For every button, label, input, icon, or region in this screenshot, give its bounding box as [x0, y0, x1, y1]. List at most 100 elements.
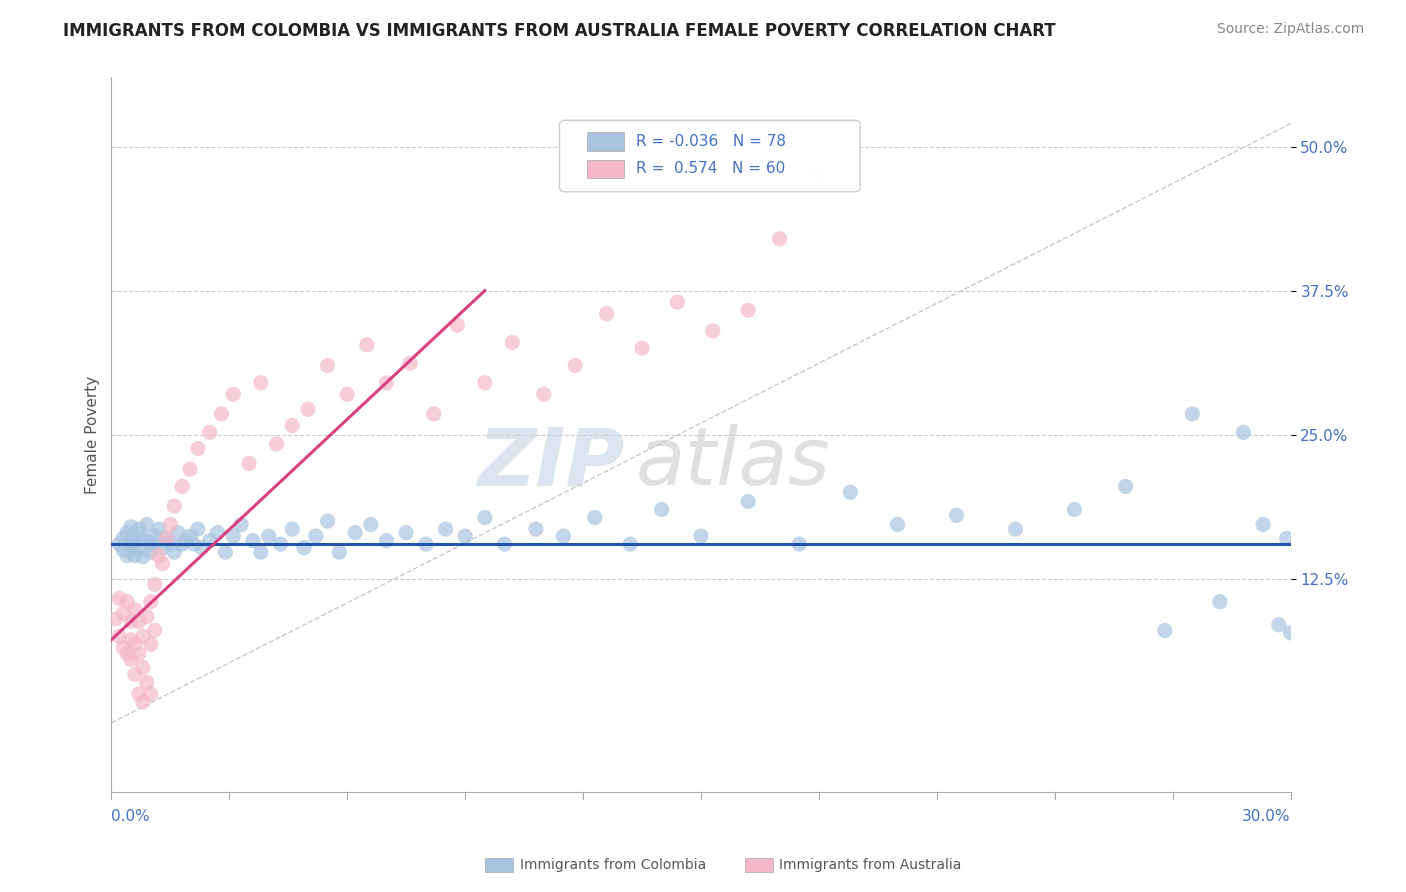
- Point: [167, 525, 190, 540]
- Point: [159, 537, 181, 551]
- Point: [494, 537, 516, 551]
- Point: [1279, 625, 1302, 640]
- Point: [152, 557, 174, 571]
- Text: IMMIGRANTS FROM COLOMBIA VS IMMIGRANTS FROM AUSTRALIA FEMALE POVERTY CORRELATION: IMMIGRANTS FROM COLOMBIA VS IMMIGRANTS F…: [63, 22, 1056, 40]
- FancyBboxPatch shape: [586, 160, 624, 178]
- Point: [595, 307, 617, 321]
- Point: [1115, 479, 1137, 493]
- Text: Source: ZipAtlas.com: Source: ZipAtlas.com: [1216, 22, 1364, 37]
- Point: [249, 545, 271, 559]
- Point: [172, 479, 194, 493]
- Point: [135, 675, 157, 690]
- Point: [148, 549, 170, 563]
- Point: [787, 537, 810, 551]
- Point: [553, 529, 575, 543]
- Point: [564, 359, 586, 373]
- Point: [132, 549, 155, 564]
- Y-axis label: Female Poverty: Female Poverty: [86, 376, 100, 494]
- Point: [191, 541, 214, 555]
- Point: [115, 647, 138, 661]
- Point: [214, 545, 236, 559]
- Point: [737, 303, 759, 318]
- Point: [328, 545, 350, 559]
- Point: [583, 510, 606, 524]
- Point: [269, 537, 291, 551]
- Point: [839, 485, 862, 500]
- Point: [292, 541, 315, 555]
- Point: [666, 295, 689, 310]
- Point: [128, 541, 150, 555]
- Point: [143, 577, 166, 591]
- Point: [651, 502, 673, 516]
- Point: [422, 407, 444, 421]
- Point: [242, 533, 264, 548]
- Point: [183, 537, 205, 551]
- Point: [1153, 624, 1175, 638]
- Point: [297, 402, 319, 417]
- Point: [434, 522, 457, 536]
- Point: [159, 517, 181, 532]
- Point: [139, 595, 162, 609]
- Point: [139, 687, 162, 701]
- Point: [132, 660, 155, 674]
- Point: [120, 545, 142, 559]
- Point: [112, 607, 135, 621]
- Text: R =  0.574   N = 60: R = 0.574 N = 60: [636, 161, 786, 176]
- Point: [399, 356, 422, 370]
- Point: [211, 407, 233, 421]
- Point: [619, 537, 641, 551]
- Point: [222, 529, 245, 543]
- Text: 0.0%: 0.0%: [111, 809, 150, 824]
- Point: [474, 510, 496, 524]
- Point: [128, 615, 150, 629]
- Point: [115, 595, 138, 609]
- Point: [115, 525, 138, 540]
- Point: [124, 529, 146, 543]
- Point: [135, 609, 157, 624]
- Point: [120, 615, 142, 629]
- Point: [631, 341, 654, 355]
- Point: [120, 520, 142, 534]
- Point: [207, 525, 229, 540]
- Point: [124, 549, 146, 563]
- FancyBboxPatch shape: [560, 120, 860, 192]
- Point: [1004, 522, 1026, 536]
- Text: 30.0%: 30.0%: [1241, 809, 1291, 824]
- Point: [120, 652, 142, 666]
- Point: [375, 376, 398, 390]
- Point: [1181, 407, 1204, 421]
- Point: [945, 508, 967, 523]
- Point: [375, 533, 398, 548]
- Point: [187, 522, 209, 536]
- Point: [152, 541, 174, 555]
- Point: [112, 532, 135, 546]
- Point: [132, 695, 155, 709]
- Point: [128, 687, 150, 701]
- Point: [143, 624, 166, 638]
- Point: [501, 335, 523, 350]
- Point: [132, 532, 155, 546]
- Point: [139, 545, 162, 559]
- Point: [344, 525, 367, 540]
- Point: [108, 537, 131, 551]
- Point: [124, 537, 146, 551]
- Point: [115, 549, 138, 563]
- Point: [112, 542, 135, 557]
- Point: [737, 494, 759, 508]
- Point: [474, 376, 496, 390]
- Point: [108, 629, 131, 643]
- Point: [249, 376, 271, 390]
- Point: [179, 529, 201, 543]
- Point: [257, 529, 280, 543]
- Point: [1268, 617, 1291, 632]
- Point: [135, 517, 157, 532]
- Point: [143, 529, 166, 543]
- Point: [198, 533, 221, 548]
- Point: [1232, 425, 1254, 440]
- Point: [128, 647, 150, 661]
- Point: [238, 457, 260, 471]
- Point: [124, 667, 146, 681]
- Point: [395, 525, 418, 540]
- Point: [139, 637, 162, 651]
- Point: [415, 537, 437, 551]
